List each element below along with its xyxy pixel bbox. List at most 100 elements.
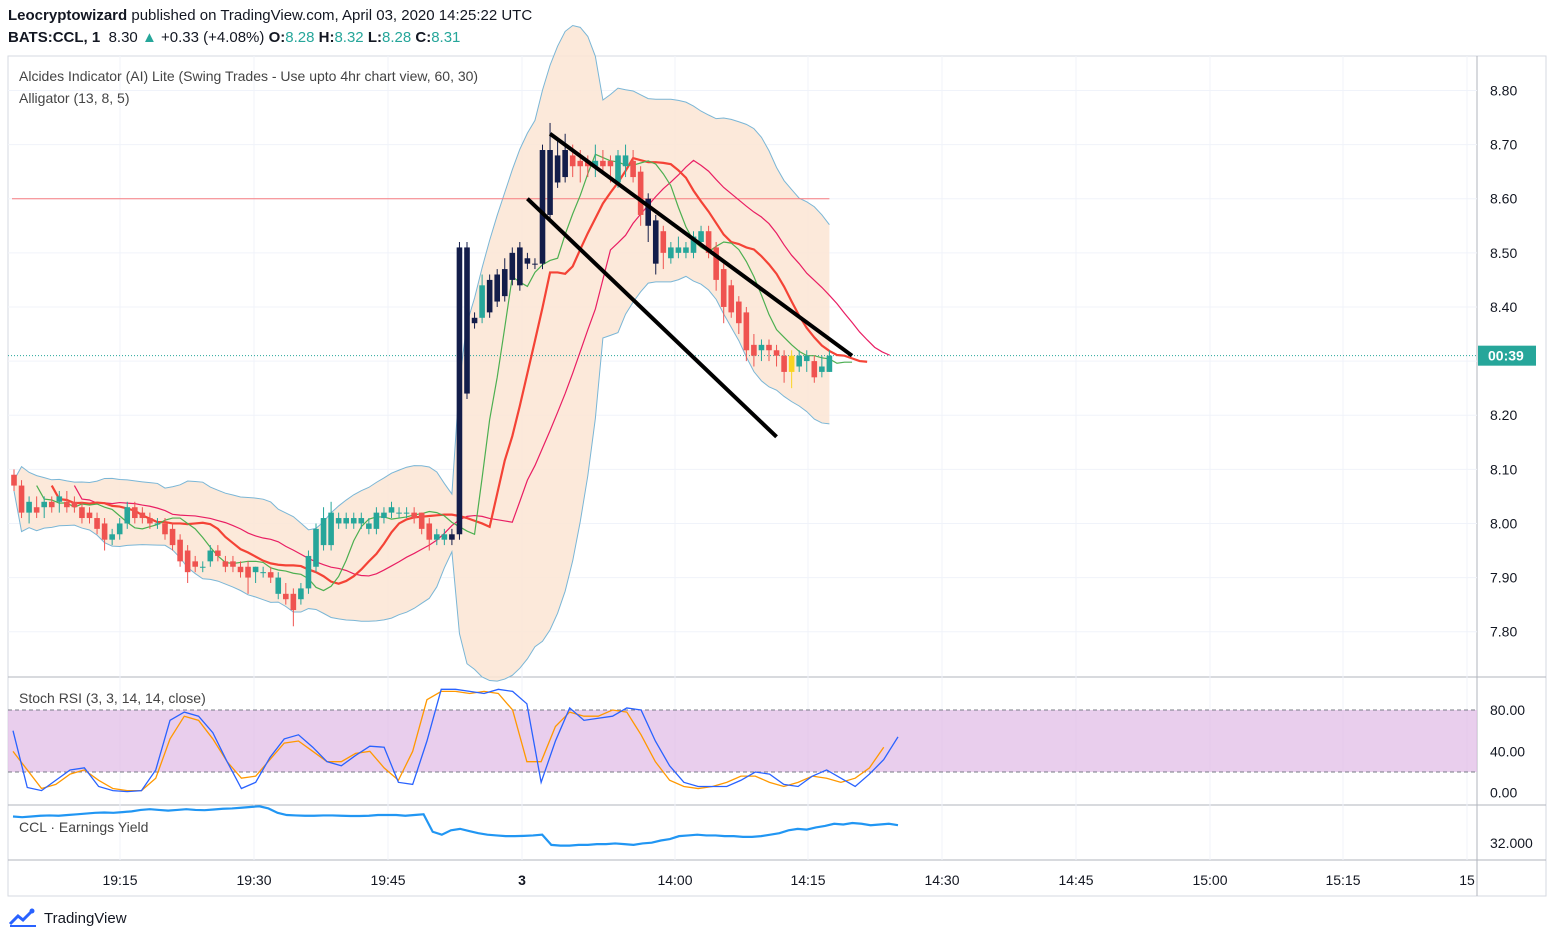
candle-body [683,247,689,253]
published-text: published on TradingView.com, April 03, … [131,7,533,24]
candle-body [64,501,70,508]
candle-body [199,566,206,568]
candle-body [328,512,334,546]
candle-body [441,534,448,540]
candle-body [532,263,538,265]
price-tick-label: 8.50 [1490,245,1517,261]
candle-body [132,507,138,519]
candle-body [86,512,93,519]
bollinger-band [13,24,830,682]
price-tick-label: 8.60 [1490,191,1517,207]
bollinger-fill [14,25,830,682]
stoch-tick-label: 40.00 [1490,743,1525,759]
close-label: C: [415,29,432,46]
candle-body [819,366,825,372]
stoch-rsi-pane: 80.00 40.00 0.00 [8,688,1525,801]
candle-body [773,350,780,356]
candle-body [539,150,546,264]
candle-body [554,155,561,183]
candle-body [101,523,108,540]
candle-body [366,523,372,529]
candle-body [449,534,455,540]
author-name[interactable]: Leocryptowizard [8,7,128,24]
earnings-yield-title[interactable]: CCL · Earnings Yield [19,819,149,835]
candle-body [486,279,493,313]
candle-body [652,220,659,264]
candle-body [418,512,425,529]
candle-body [524,258,531,264]
candle-body [396,512,402,514]
ohlc-line: BATS:CCL, 1 8.30 ▲ +0.33 (+4.08%) O:8.28… [8,29,460,47]
time-tick-label: 19:45 [370,872,405,888]
price-tick-label: 8.20 [1490,407,1517,423]
candle-body [471,317,478,324]
candle-body [350,518,357,524]
price-tick-label: 8.80 [1490,82,1517,98]
countdown-label: 00:39 [1488,348,1524,364]
candle-body [373,512,380,529]
alligator-title[interactable]: Alligator (13, 8, 5) [19,90,130,106]
low-value: 8.28 [381,29,412,46]
candle-body [260,572,266,574]
tradingview-logo-icon [8,908,36,927]
candle-body [48,501,55,508]
candle-body [116,523,123,535]
candle-body [736,301,742,324]
candle-body [569,155,576,167]
publish-line: Leocryptowizard published on TradingView… [8,7,532,25]
candle-body [607,160,614,167]
candle-body [826,355,833,372]
time-tick-label: 3 [518,872,526,888]
candle-body [698,231,704,243]
candle-body [388,507,395,513]
candle-body [290,593,297,611]
candle-body [803,355,810,362]
candle-body [509,252,516,280]
candle-body [192,561,198,567]
alcides-indicator-title[interactable]: Alcides Indicator (AI) Lite (Swing Trade… [19,68,479,84]
footer-brand[interactable]: TradingView [8,908,127,928]
stoch-k-line [12,688,899,793]
candle-body [335,518,342,524]
time-axis[interactable]: 19:15 19:30 19:45 3 14:00 14:15 14:30 14:45 15:0… [102,872,1475,888]
candle-body [245,566,251,578]
time-tick-label: 15 [1459,872,1475,888]
time-tick-label: 14:45 [1058,872,1093,888]
stoch-tick-label: 80.00 [1490,702,1525,718]
candle-body [33,507,40,513]
candle-body [758,344,765,351]
candle-body [184,550,191,573]
candle-body [600,160,606,167]
candle-body [615,155,621,183]
price-axis[interactable]: 8.80 8.70 8.60 8.50 8.40 8.20 8.10 8.00 7.90 7.80… [1478,82,1536,640]
time-tick-label: 14:15 [790,872,825,888]
price-tick-label: 8.10 [1490,461,1517,477]
candle-body [713,247,719,280]
candle-body [464,247,470,394]
open-value: 8.28 [285,29,315,46]
alligator-jaw [73,159,891,577]
candle-body [751,344,757,356]
candle-body [41,501,47,508]
price-tick-label: 8.00 [1490,515,1517,531]
candle-body [79,507,85,519]
trend-channel[interactable] [526,132,854,439]
bollinger-lower [13,275,830,682]
candle-body [109,534,115,540]
candle-body [252,566,259,573]
up-arrow-icon: ▲ [141,29,157,46]
candle-body [177,539,183,562]
channel-upper-line [548,132,854,358]
stoch-rsi-title[interactable]: Stoch RSI (3, 3, 14, 14, close) [19,690,206,706]
candle-body [305,555,312,589]
candle-body [562,150,568,178]
candle-body [675,247,682,253]
candle-body [426,523,433,540]
candle-body [358,518,365,524]
candle-body [94,518,100,529]
candle-body [690,236,697,253]
candle-body [577,160,584,167]
countdown-badge [1478,345,1536,366]
bollinger-upper [13,24,830,531]
